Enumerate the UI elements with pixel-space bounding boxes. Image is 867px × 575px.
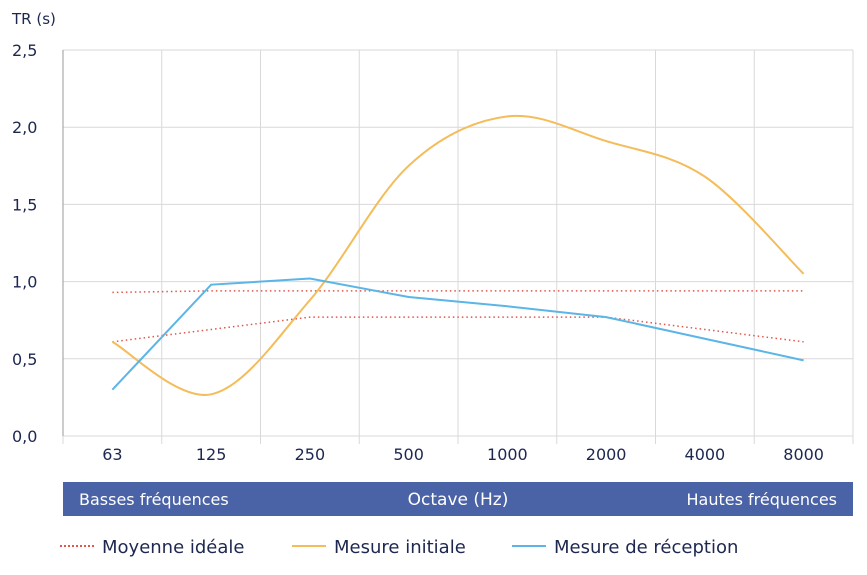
legend-label-initial: Mesure initiale — [334, 537, 466, 558]
legend-swatch-ideal — [60, 545, 94, 547]
y-tick-label: 0,5 — [12, 350, 37, 369]
x-tick-label: 250 — [295, 445, 326, 464]
y-tick-labels: 0,0 0,5 1,0 1,5 2,0 2,5 — [12, 41, 37, 446]
ideal-lower-line — [112, 316, 804, 343]
x-tick-label: 8000 — [783, 445, 824, 464]
x-tick-label: 500 — [393, 445, 424, 464]
legend-swatch-reception — [512, 545, 546, 547]
x-tick-label: 63 — [102, 445, 122, 464]
y-tick-label: 1,0 — [12, 273, 37, 292]
legend-item-reception: Mesure de réception — [512, 537, 738, 558]
legend-label-reception: Mesure de réception — [554, 537, 739, 558]
ideal-upper-line — [112, 290, 804, 294]
y-tick-label: 2,0 — [12, 118, 37, 137]
x-tick-labels: 63 125 250 500 1000 2000 4000 8000 — [102, 445, 824, 464]
y-tick-label: 0,0 — [12, 427, 37, 446]
y-tick-label: 1,5 — [12, 195, 37, 214]
reception-measure-line — [111, 277, 804, 391]
grid — [62, 49, 854, 444]
legend-label-ideal: Moyenne idéale — [102, 537, 245, 558]
frequency-band: Basses fréquences Octave (Hz) Hautes fré… — [63, 482, 853, 516]
band-high-label: Hautes fréquences — [686, 490, 837, 509]
x-tick-label: 1000 — [487, 445, 528, 464]
band-low-label: Basses fréquences — [79, 490, 229, 509]
x-tick-label: 4000 — [685, 445, 726, 464]
series-lines — [111, 114, 805, 396]
legend-swatch-initial — [292, 545, 326, 547]
y-axis-title: TR (s) — [12, 10, 56, 28]
initial-measure-line — [111, 114, 805, 396]
x-tick-label: 125 — [196, 445, 227, 464]
x-tick-label: 2000 — [586, 445, 627, 464]
x-axis-title: Octave (Hz) — [407, 490, 509, 510]
legend-item-initial: Mesure initiale — [292, 537, 466, 558]
y-tick-label: 2,5 — [12, 41, 37, 60]
reverberation-chart: 0,0 0,5 1,0 1,5 2,0 2,5 63 125 250 500 1000 2000 40… — [12, 41, 854, 464]
legend-item-ideal: Moyenne idéale — [60, 537, 245, 558]
